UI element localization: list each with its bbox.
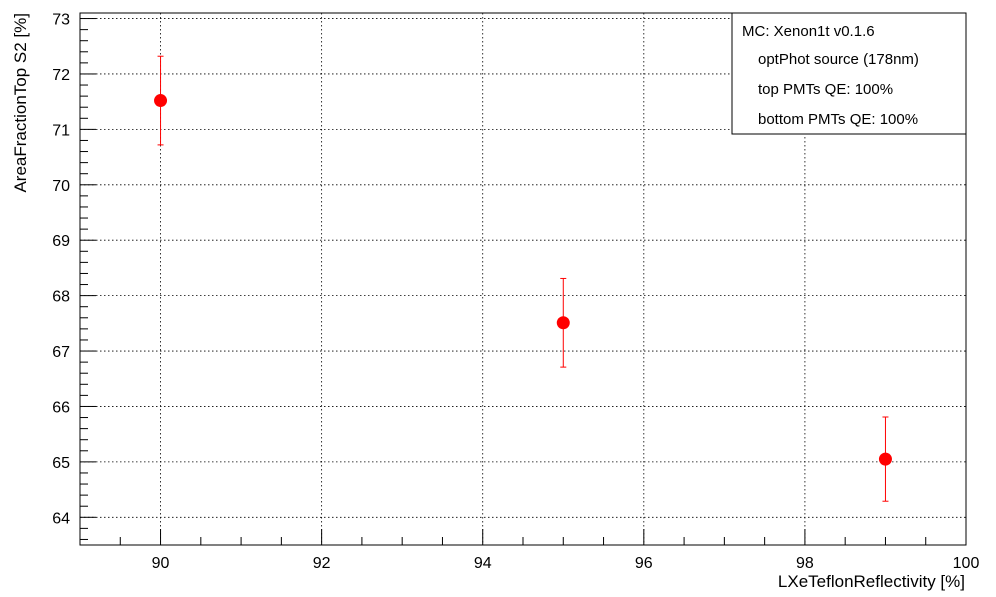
legend-box: MC: Xenon1t v0.1.6 optPhot source (178nm… bbox=[731, 12, 967, 135]
plot-frame bbox=[79, 12, 967, 546]
data-marker bbox=[878, 452, 892, 466]
x-tick-label: 92 bbox=[313, 555, 331, 572]
y-tick-label: 66 bbox=[52, 399, 70, 416]
x-tick-label: 100 bbox=[953, 555, 980, 572]
y-tick-label: 72 bbox=[52, 67, 70, 84]
y-tick-label: 69 bbox=[52, 233, 70, 250]
x-tick-label: 90 bbox=[152, 555, 170, 572]
y-tick-label: 67 bbox=[52, 344, 70, 361]
y-tick-label: 68 bbox=[52, 289, 70, 306]
legend-line-3: top PMTs QE: 100% bbox=[758, 81, 893, 98]
x-tick-labels: 90 92 94 96 98 100 bbox=[152, 555, 980, 572]
y-tick-labels: 64 65 66 67 68 69 70 71 72 73 bbox=[52, 12, 70, 528]
y-tick-label: 64 bbox=[52, 510, 70, 527]
data-point bbox=[556, 277, 570, 368]
x-tick-label: 94 bbox=[474, 555, 492, 572]
y-tick-label: 65 bbox=[52, 455, 70, 472]
x-tick-label: 98 bbox=[796, 555, 814, 572]
data-point bbox=[878, 416, 892, 502]
legend-line-1: MC: Xenon1t v0.1.6 bbox=[742, 23, 875, 40]
y-axis-label: AreaFractionTop S2 [%] bbox=[11, 13, 30, 193]
y-tick-label: 73 bbox=[52, 12, 70, 29]
data-series bbox=[154, 55, 892, 502]
x-axis-label: LXeTeflonReflectivity [%] bbox=[778, 572, 965, 591]
data-marker bbox=[154, 94, 168, 108]
legend-frame bbox=[731, 12, 967, 135]
data-marker bbox=[556, 316, 570, 330]
legend-line-4: bottom PMTs QE: 100% bbox=[758, 111, 918, 128]
y-tick-label: 71 bbox=[52, 122, 70, 139]
legend-line-2: optPhot source (178nm) bbox=[758, 51, 919, 68]
y-tick-label: 70 bbox=[52, 178, 70, 195]
x-tick-label: 96 bbox=[635, 555, 653, 572]
data-point bbox=[154, 55, 168, 146]
